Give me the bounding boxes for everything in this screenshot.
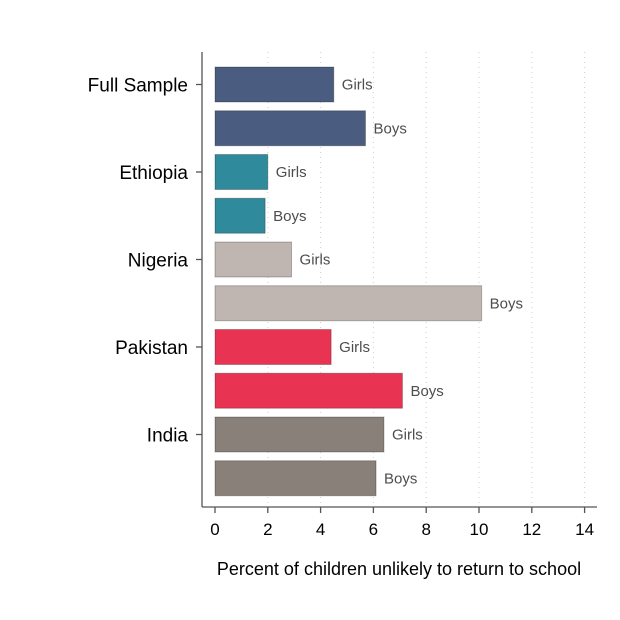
category-label: India <box>147 426 189 447</box>
bar-label: Girls <box>339 339 370 356</box>
bar-label: Girls <box>300 252 331 269</box>
bar-label: Girls <box>392 427 423 444</box>
bar-pakistan-girls <box>214 329 332 365</box>
bar-ethiopia-boys <box>214 197 266 234</box>
category-label: Nigeria <box>128 251 189 272</box>
bar-full-sample-boys <box>214 110 366 147</box>
bar-nigeria-girls <box>214 241 293 278</box>
x-tick-label: 12 <box>522 520 541 539</box>
bar-label: Boys <box>273 208 306 225</box>
bar-ethiopia-girls <box>214 154 269 190</box>
bars: Girls Boys Girls Boys Girls Boys Girls Boys Girl… <box>214 66 523 497</box>
category-label: Ethiopia <box>119 163 188 184</box>
bar-india-boys <box>214 460 377 497</box>
x-tick-label: 2 <box>263 520 272 539</box>
bar-nigeria-boys <box>214 285 483 322</box>
x-axis-title: Percent of children unlikely to return t… <box>217 559 581 579</box>
x-axis-ticks: 0 2 4 6 8 10 12 14 <box>210 507 594 539</box>
bar-label: Boys <box>410 383 443 400</box>
bar-label: Girls <box>342 77 373 94</box>
bar-india-girls <box>214 416 385 453</box>
bar-full-sample-girls <box>214 66 335 103</box>
bar-pakistan-boys <box>214 372 403 409</box>
x-tick-label: 10 <box>470 520 489 539</box>
category-label: Full Sample <box>88 76 188 97</box>
y-axis-category-labels: Full Sample Ethiopia Nigeria Pakistan India <box>88 76 202 447</box>
x-tick-label: 0 <box>210 520 219 539</box>
bar-label: Girls <box>276 164 307 181</box>
x-tick-label: 6 <box>369 520 378 539</box>
x-tick-label: 8 <box>421 520 430 539</box>
bar-label: Boys <box>373 120 406 137</box>
x-tick-label: 14 <box>575 520 594 539</box>
x-tick-label: 4 <box>316 520 325 539</box>
bar-label: Boys <box>490 295 523 312</box>
bar-label: Boys <box>384 470 417 487</box>
category-label: Pakistan <box>115 338 188 359</box>
